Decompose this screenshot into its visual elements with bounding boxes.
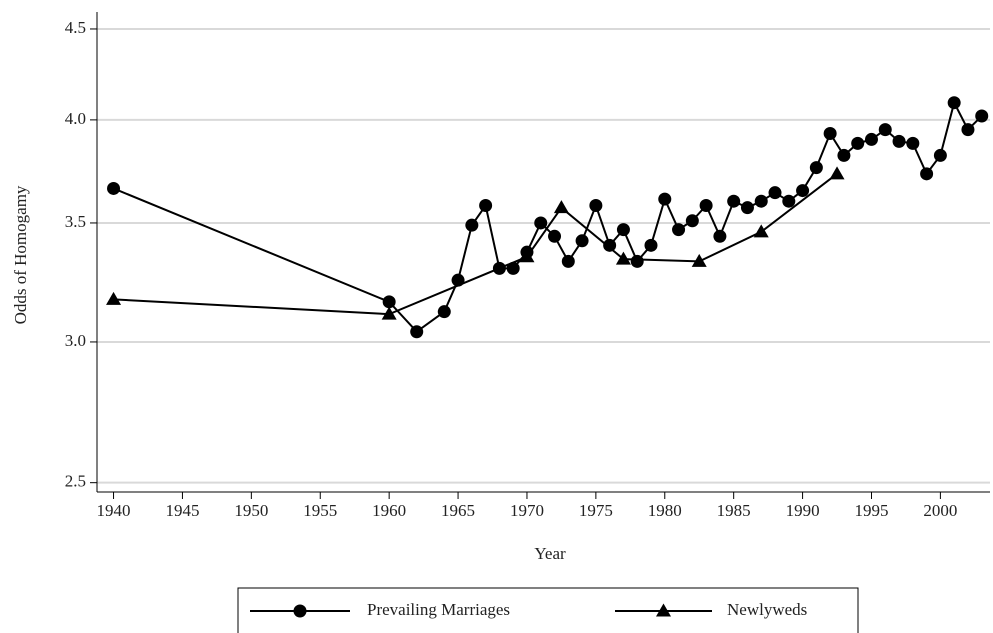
y-tick-label: 2.5 bbox=[65, 472, 86, 491]
x-axis-label: Year bbox=[534, 544, 566, 563]
y-axis-label: Odds of Homogamy bbox=[11, 185, 30, 324]
marker bbox=[561, 254, 575, 268]
y-tick-label: 3.0 bbox=[65, 331, 86, 350]
marker bbox=[933, 148, 947, 162]
marker bbox=[837, 148, 851, 162]
x-tick-label: 1940 bbox=[97, 501, 131, 520]
marker bbox=[506, 261, 520, 275]
marker bbox=[754, 194, 768, 208]
x-tick-label: 1970 bbox=[510, 501, 544, 520]
legend-box bbox=[237, 587, 859, 633]
marker bbox=[906, 136, 920, 150]
legend-marker bbox=[293, 604, 307, 618]
marker bbox=[768, 186, 782, 200]
marker bbox=[615, 251, 631, 265]
x-tick-label: 1980 bbox=[648, 501, 682, 520]
x-tick-label: 1950 bbox=[234, 501, 268, 520]
marker bbox=[892, 134, 906, 148]
marker bbox=[740, 201, 754, 215]
y-tick-label: 4.0 bbox=[65, 109, 86, 128]
marker bbox=[630, 254, 644, 268]
marker bbox=[753, 224, 769, 238]
x-tick-label: 2000 bbox=[923, 501, 957, 520]
x-tick-label: 1955 bbox=[303, 501, 337, 520]
marker bbox=[410, 325, 424, 339]
x-tick-label: 1985 bbox=[717, 501, 751, 520]
marker bbox=[479, 199, 493, 213]
marker bbox=[548, 229, 562, 243]
x-tick-label: 1965 bbox=[441, 501, 475, 520]
marker bbox=[947, 96, 961, 110]
marker bbox=[381, 306, 397, 320]
marker bbox=[829, 166, 845, 180]
marker bbox=[644, 238, 658, 252]
marker bbox=[616, 223, 630, 237]
legend-label: Prevailing Marriages bbox=[367, 600, 510, 619]
legend-marker bbox=[656, 603, 671, 617]
marker bbox=[727, 194, 741, 208]
y-tick-label: 3.5 bbox=[65, 212, 86, 231]
marker bbox=[553, 200, 569, 214]
marker bbox=[782, 194, 796, 208]
marker bbox=[864, 132, 878, 146]
x-tick-label: 1995 bbox=[854, 501, 888, 520]
marker bbox=[672, 223, 686, 237]
marker bbox=[823, 127, 837, 141]
series-line bbox=[113, 99, 983, 334]
x-tick-label: 1975 bbox=[579, 501, 613, 520]
marker bbox=[809, 161, 823, 175]
marker bbox=[382, 295, 396, 309]
marker bbox=[713, 229, 727, 243]
marker bbox=[589, 199, 603, 213]
marker bbox=[878, 123, 892, 137]
x-tick-label: 1960 bbox=[372, 501, 406, 520]
marker bbox=[796, 184, 810, 198]
x-tick-label: 1945 bbox=[165, 501, 199, 520]
marker bbox=[575, 234, 589, 248]
marker bbox=[465, 218, 479, 232]
marker bbox=[534, 216, 548, 230]
marker bbox=[691, 253, 707, 267]
marker bbox=[106, 291, 122, 305]
marker bbox=[851, 136, 865, 150]
legend-label: Newlyweds bbox=[727, 600, 807, 619]
marker bbox=[961, 123, 975, 137]
y-tick-label: 4.5 bbox=[65, 18, 86, 37]
marker bbox=[437, 305, 451, 319]
marker bbox=[699, 199, 713, 213]
marker bbox=[603, 238, 617, 252]
marker bbox=[107, 181, 121, 195]
marker bbox=[519, 249, 535, 263]
series-line bbox=[113, 173, 838, 316]
marker bbox=[685, 214, 699, 228]
marker bbox=[658, 192, 672, 206]
marker bbox=[975, 109, 989, 123]
marker bbox=[920, 167, 934, 181]
x-tick-label: 1990 bbox=[786, 501, 820, 520]
